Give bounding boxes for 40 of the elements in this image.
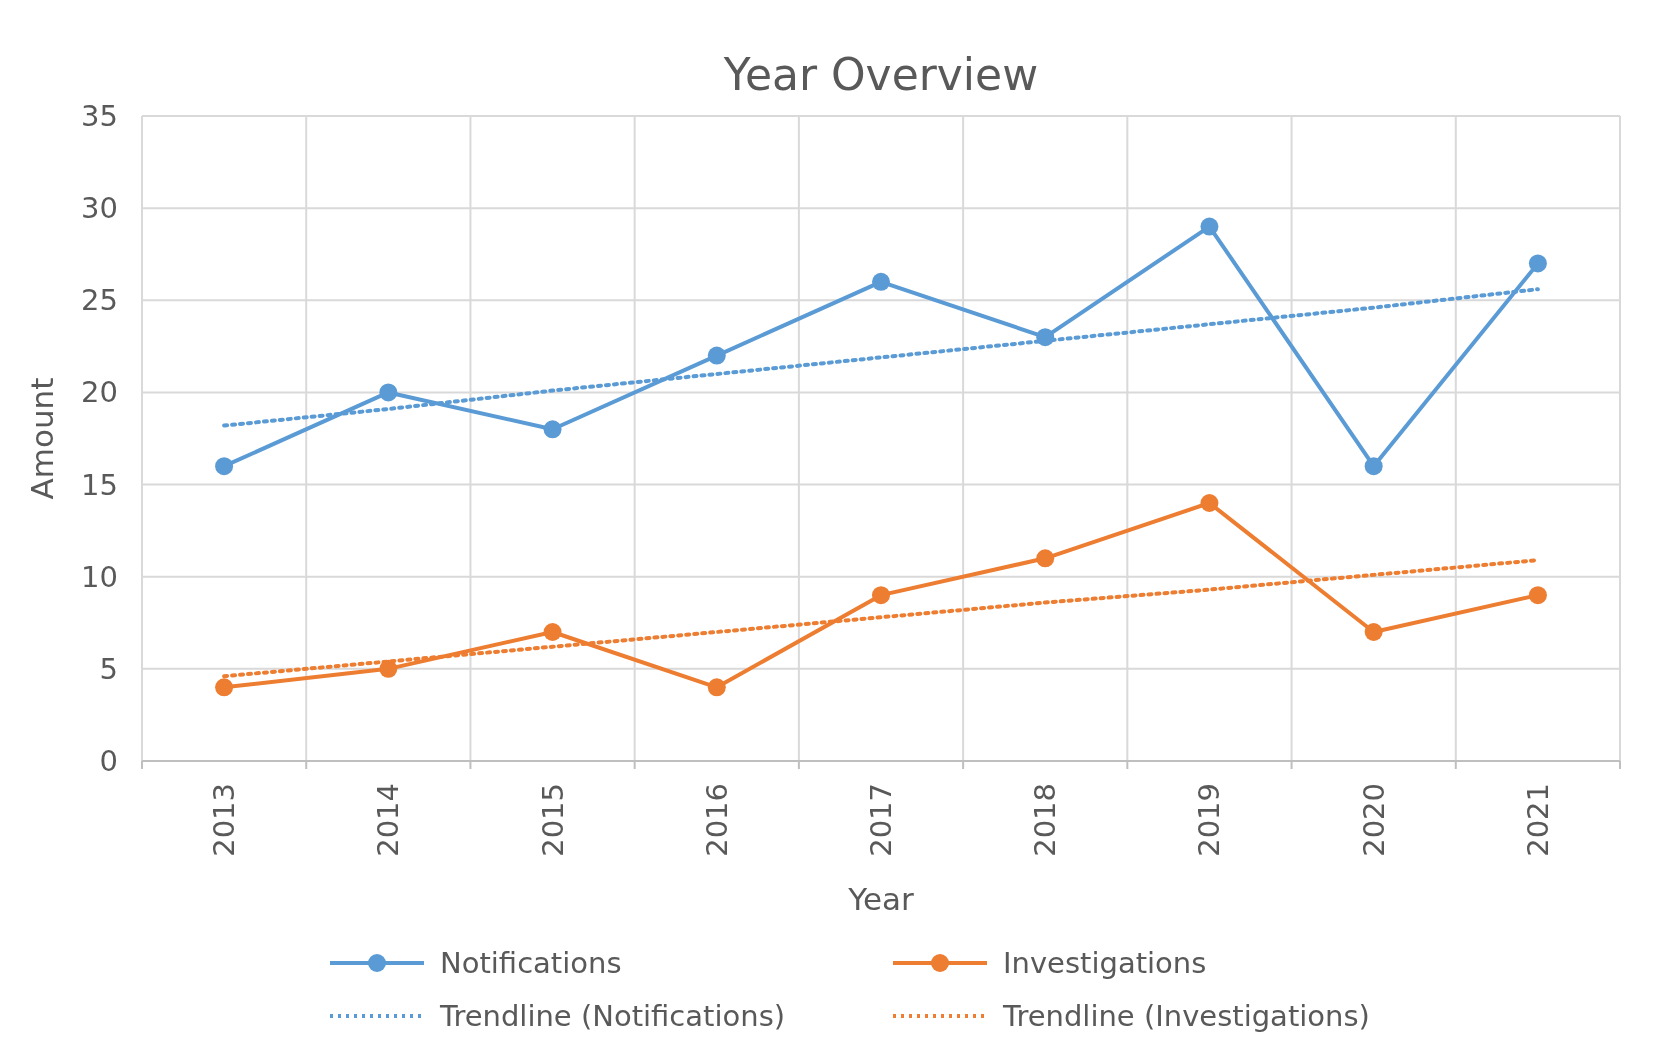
- point: [1528, 586, 1547, 605]
- x-tick-label: 2013: [207, 783, 242, 857]
- point: [215, 678, 234, 697]
- legend-label: Investigations: [1003, 946, 1207, 980]
- y-tick-label: 30: [81, 191, 118, 226]
- legend-label: Notifications: [440, 946, 622, 980]
- y-tick-label: 15: [81, 467, 118, 502]
- y-tick-label: 0: [99, 744, 118, 778]
- point: [215, 457, 234, 476]
- x-tick-label: 2016: [699, 783, 734, 857]
- point: [1036, 549, 1055, 568]
- legend-label: Trendline (Investigations): [1002, 999, 1370, 1033]
- point: [707, 678, 726, 697]
- x-tick-label: 2017: [864, 783, 898, 857]
- y-axis-title: Amount: [24, 377, 60, 500]
- point: [1364, 623, 1383, 641]
- x-tick-label: 2019: [1192, 783, 1227, 857]
- point: [707, 346, 726, 365]
- point: [379, 383, 398, 402]
- legend-label: Trendline (Notifications): [439, 999, 786, 1033]
- point: [1200, 217, 1219, 236]
- x-tick-label: 2015: [535, 783, 570, 857]
- point: [543, 623, 562, 641]
- y-tick-label: 20: [81, 375, 118, 410]
- chart-title: Year Overview: [722, 49, 1039, 100]
- point: [1364, 457, 1383, 476]
- y-tick-label: 35: [81, 99, 118, 133]
- x-tick-label: 2021: [1520, 783, 1555, 857]
- x-tick-label: 2018: [1028, 783, 1063, 857]
- x-tick-label: 2014: [371, 783, 406, 857]
- y-tick-label: 10: [81, 559, 118, 594]
- point: [543, 420, 562, 439]
- y-tick-label: 25: [81, 283, 118, 318]
- point: [872, 272, 890, 291]
- x-axis-title: Year: [847, 881, 915, 917]
- point: [1200, 494, 1219, 512]
- point: [1528, 254, 1547, 273]
- y-tick-label: 5: [99, 651, 118, 686]
- point: [872, 586, 890, 605]
- x-tick-label: 2020: [1356, 783, 1391, 857]
